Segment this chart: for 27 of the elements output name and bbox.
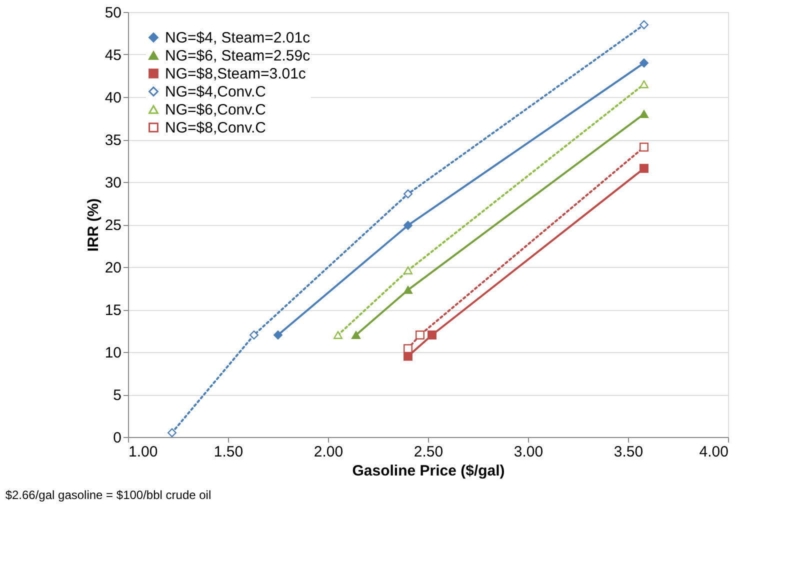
x-tick-label: 2.50 xyxy=(414,444,444,460)
y-tick-label: 40 xyxy=(104,90,122,106)
legend-label: NG=$8,Steam=3.01c xyxy=(165,66,306,82)
x-tick-label: 3.00 xyxy=(514,444,544,460)
y-tick-label: 35 xyxy=(104,132,122,149)
y-tick-label: 45 xyxy=(104,47,122,64)
y-tick-label: 50 xyxy=(104,4,122,22)
y-tick-label: 5 xyxy=(113,387,122,404)
text: $2.66/gal gasoline = $100/bbl crude oil xyxy=(5,488,212,502)
y-tick-label: 15 xyxy=(104,302,122,319)
y-axis-title: IRR (%) xyxy=(84,198,102,252)
x-tick-label: 1.50 xyxy=(214,444,244,460)
y-tick-label: 25 xyxy=(104,217,122,234)
x-tick-label: 1.00 xyxy=(128,444,158,460)
y-tick-label: 30 xyxy=(104,174,122,192)
legend-label: NG=$6,Conv.C xyxy=(165,102,266,118)
x-tick-label: 3.50 xyxy=(614,444,644,460)
y-tick-label: 20 xyxy=(104,260,122,276)
y-tick-label: 10 xyxy=(104,344,122,362)
x-tick-label: 2.00 xyxy=(314,444,344,460)
legend-label: NG=$6, Steam=2.59c xyxy=(165,48,311,64)
legend-label: NG=$4,Conv.C xyxy=(165,84,266,100)
x-tick-label: 4.00 xyxy=(699,444,728,460)
legend-label: NG=$8,Conv.C xyxy=(165,120,266,136)
x-axis-title: Gasoline Price ($/gal) xyxy=(352,462,505,480)
legend-label: NG=$4, Steam=2.01c xyxy=(165,30,311,46)
y-tick-label: 0 xyxy=(113,430,122,446)
